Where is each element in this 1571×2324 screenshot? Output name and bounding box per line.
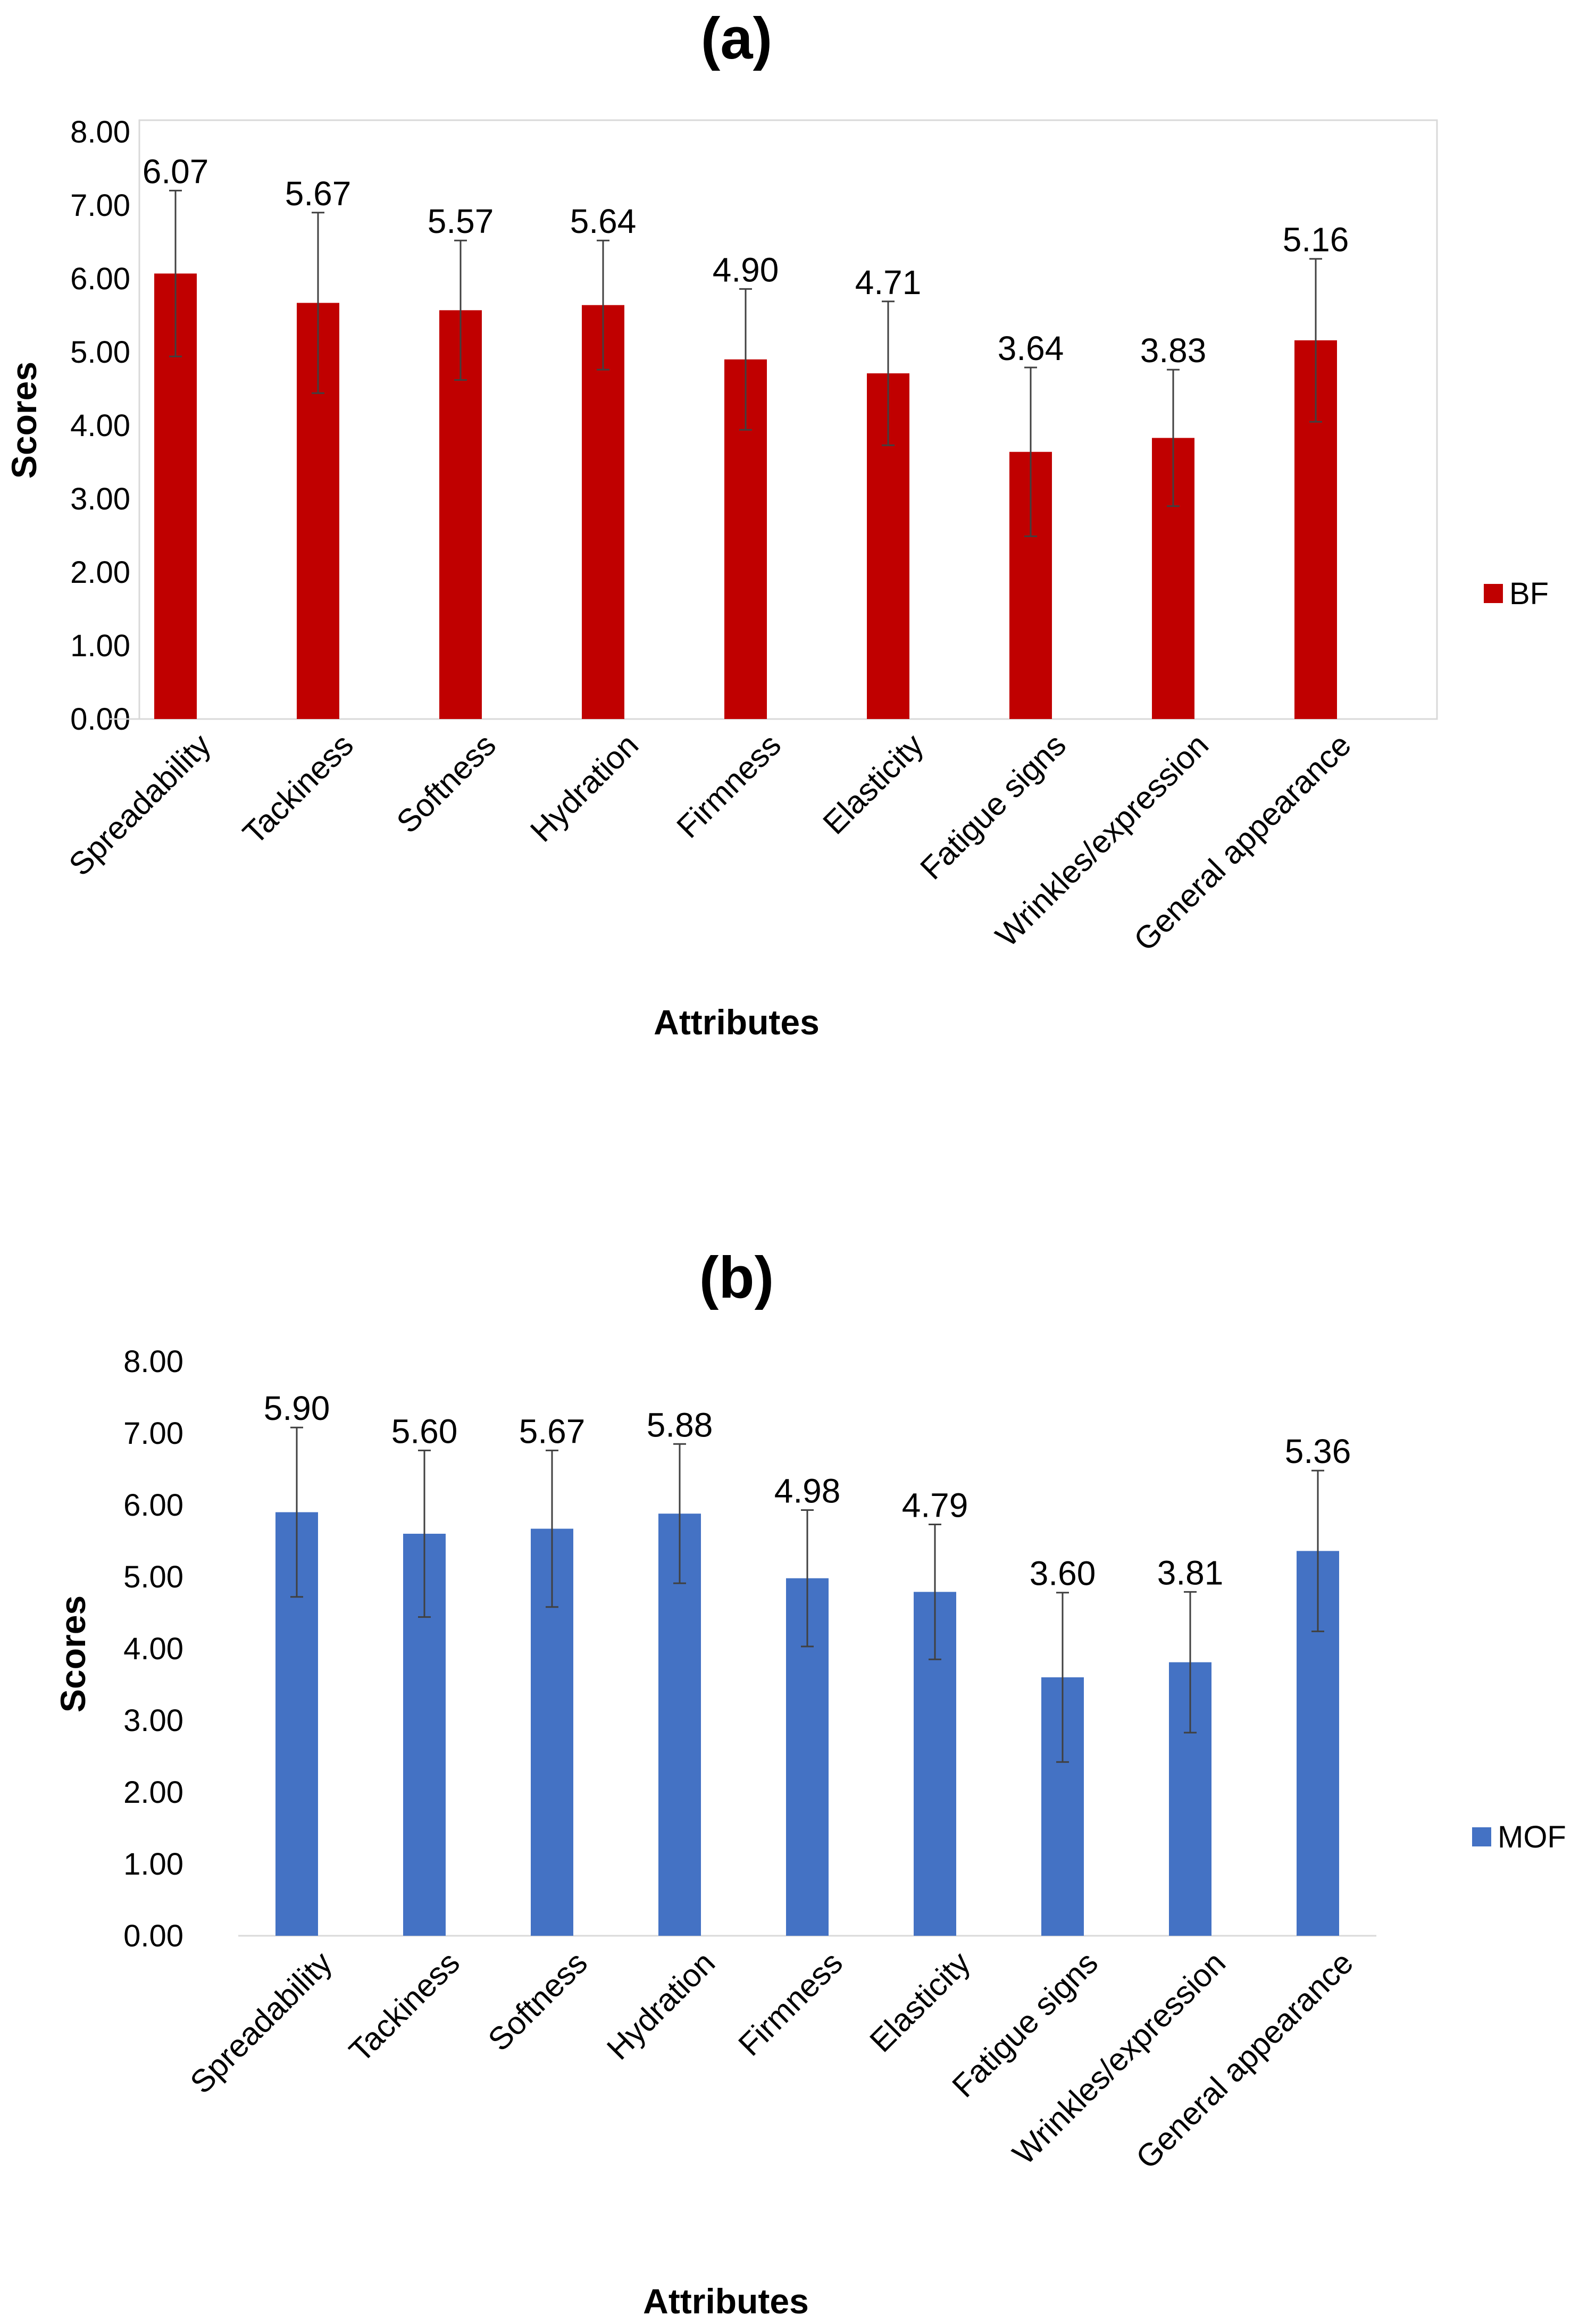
data-label: 5.90 (264, 1389, 330, 1427)
x-tick-label: Firmness (670, 727, 788, 845)
error-bars (169, 189, 1322, 537)
y-tick-label: 3.00 (123, 1703, 183, 1738)
y-tick-label: 6.00 (70, 262, 130, 296)
x-tick-label: Softness (390, 727, 503, 840)
x-tick-label: Tackiness (236, 727, 361, 851)
x-tick-label: Fatigue signs (913, 727, 1073, 887)
y-tick-labels: 0.00 1.00 2.00 3.00 4.00 5.00 6.00 7.00 8.00 (123, 1344, 183, 1953)
x-tick-label: Wrinkles/expression (1006, 1945, 1232, 2171)
x-tick-label: Spreadability (62, 727, 218, 883)
y-tick-label: 6.00 (123, 1488, 183, 1523)
y-tick-label: 5.00 (70, 335, 130, 370)
error-bars (290, 1426, 1324, 1763)
data-label: 5.67 (285, 174, 352, 213)
data-label: 3.83 (1140, 331, 1207, 370)
legend-label: BF (1509, 576, 1549, 611)
panel-label: (b) (699, 1245, 774, 1310)
legend-label: MOF (1498, 1820, 1566, 1854)
y-tick-labels: 0.001.002.003.004.005.006.007.008.00 (70, 115, 130, 737)
y-tick-label: 8.00 (70, 115, 130, 149)
y-tick-label: 4.00 (70, 408, 130, 443)
x-tick-label: Elasticity (816, 727, 930, 841)
legend-swatch (1484, 584, 1503, 603)
x-axis-title: Attributes (654, 1002, 820, 1042)
data-label: 4.90 (713, 250, 779, 289)
data-label: 4.98 (774, 1472, 841, 1510)
x-tick-label: Hydration (600, 1945, 722, 2067)
data-label: 5.60 (391, 1412, 458, 1450)
data-label: 5.16 (1283, 221, 1349, 259)
data-labels: 6.07 5.67 5.57 5.64 4.90 4.71 3.64 3.83 5.16 (143, 152, 1349, 370)
y-tick-label: 1.00 (70, 629, 130, 663)
x-tick-label: Hydration (523, 727, 645, 849)
data-label: 6.07 (143, 152, 209, 190)
data-label: 5.64 (570, 202, 637, 240)
y-axis-title: Scores (4, 362, 44, 479)
chart-panel-a: (a) 0.001.002.003.004.005.006.007.008.00… (4, 6, 1549, 1042)
data-label: 5.36 (1285, 1432, 1351, 1470)
y-tick-label: 0.00 (123, 1919, 183, 1953)
data-label: 5.57 (428, 202, 494, 240)
x-tick-labels: Spreadability Tackiness Softness Hydration F… (62, 727, 1358, 958)
y-tick-label: 4.00 (123, 1632, 183, 1666)
y-tick-label: 1.00 (123, 1847, 183, 1882)
panel-label: (a) (701, 6, 772, 71)
data-label: 3.81 (1157, 1553, 1224, 1592)
data-label: 4.71 (855, 263, 922, 302)
y-tick-label: 7.00 (123, 1416, 183, 1451)
data-label: 5.67 (519, 1412, 586, 1450)
x-tick-label: Tackiness (342, 1945, 467, 2069)
data-label: 3.60 (1030, 1554, 1096, 1593)
chart-panel-b: (b) 0.00 1.00 2.00 3.00 4.00 5.00 6.00 7.00 8.00… (53, 1245, 1566, 2321)
data-label: 5.88 (647, 1406, 713, 1444)
x-tick-label: Firmness (731, 1945, 849, 2063)
data-label: 3.64 (998, 329, 1064, 367)
data-label: 4.79 (902, 1486, 968, 1524)
bar (582, 305, 624, 719)
x-tick-labels: Spreadability Tackiness Softness Hydration F… (183, 1945, 1360, 2176)
y-tick-label: 7.00 (70, 188, 130, 223)
x-tick-label: Softness (481, 1945, 594, 2058)
x-axis-title: Attributes (643, 2281, 809, 2321)
y-tick-label: 2.00 (70, 555, 130, 590)
x-tick-label: General appearance (1129, 1945, 1360, 2176)
data-labels: 5.90 5.60 5.67 5.88 4.98 4.79 3.60 3.81 5.36 (264, 1389, 1351, 1593)
y-axis-title: Scores (53, 1595, 93, 1712)
legend-swatch (1472, 1827, 1491, 1846)
legend: BF (1484, 576, 1549, 611)
legend: MOF (1472, 1820, 1566, 1854)
y-tick-label: 2.00 (123, 1775, 183, 1810)
y-tick-label: 3.00 (70, 482, 130, 516)
y-tick-label: 8.00 (123, 1344, 183, 1379)
x-tick-label: Elasticity (863, 1945, 977, 2059)
x-tick-label: Spreadability (183, 1945, 339, 2101)
y-tick-label: 5.00 (123, 1560, 183, 1594)
